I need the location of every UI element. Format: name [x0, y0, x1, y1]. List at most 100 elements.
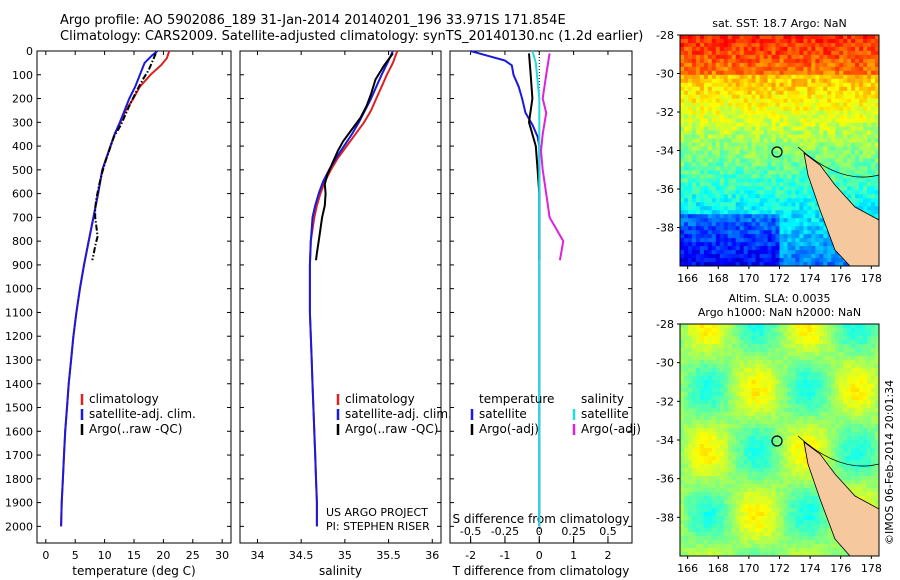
map-cell — [684, 388, 689, 393]
map-cell — [767, 392, 772, 397]
map-cell — [795, 392, 800, 397]
map-cell — [719, 356, 725, 361]
map-cell — [811, 118, 816, 123]
map-cell — [723, 142, 729, 147]
map-cell — [775, 102, 780, 108]
map-cell — [819, 250, 824, 255]
map-cell — [727, 43, 733, 48]
map-cell — [703, 174, 709, 179]
map-cell — [735, 90, 741, 96]
map-cell — [723, 364, 729, 369]
map-cell — [771, 348, 776, 353]
map-cell — [691, 242, 697, 247]
map-cell — [791, 62, 796, 68]
map-cell — [871, 146, 876, 151]
map-cell — [823, 452, 828, 457]
map-cell — [688, 106, 693, 112]
map-cell — [715, 368, 721, 373]
map-cell — [751, 142, 756, 147]
map-cell — [719, 78, 725, 84]
map-cell — [755, 126, 760, 131]
map-cell — [711, 106, 717, 112]
map-cell — [747, 50, 753, 56]
map-cell — [715, 328, 721, 333]
map-cell — [767, 262, 772, 267]
map-cell — [771, 440, 776, 445]
map-cell — [763, 50, 768, 56]
map-cell — [684, 106, 689, 112]
map-cell — [855, 436, 860, 441]
map-cell — [871, 106, 876, 112]
map-cell — [727, 66, 733, 72]
map-cell — [747, 146, 753, 151]
map-cell — [771, 436, 776, 441]
map-cell — [867, 328, 872, 333]
map-cell — [711, 182, 717, 187]
map-cell — [763, 234, 768, 239]
map-cell — [695, 78, 701, 84]
map-cell — [711, 328, 717, 333]
map-cell — [767, 222, 772, 227]
map-cell — [827, 110, 832, 116]
map-cell — [747, 340, 753, 345]
map-cell — [791, 384, 796, 389]
map-cell — [859, 440, 864, 445]
map-cell — [723, 50, 729, 56]
map-cell — [711, 110, 717, 116]
map-cell — [759, 218, 764, 223]
map-cell — [727, 118, 733, 123]
map-cell — [787, 376, 792, 381]
map-cell — [711, 384, 717, 389]
map-cell — [783, 420, 788, 425]
map-cell — [859, 448, 864, 453]
map-cell — [680, 360, 685, 365]
map-cell — [755, 58, 760, 64]
map-cell — [707, 388, 713, 393]
map-cell — [779, 416, 784, 421]
map-cell — [763, 360, 768, 365]
map-cell — [688, 46, 693, 52]
map-cell — [747, 464, 753, 469]
map-cell — [791, 50, 796, 56]
map-cell — [767, 214, 772, 219]
map-cell — [703, 364, 709, 369]
map-cell — [691, 58, 697, 64]
map-cell — [771, 58, 776, 64]
map-cell — [711, 226, 717, 231]
map-cell — [871, 130, 876, 135]
map-cell — [763, 432, 768, 437]
map-cell — [811, 142, 816, 147]
map-cell — [751, 368, 756, 373]
map-cell — [767, 70, 772, 76]
map-cell — [747, 190, 753, 195]
map-cell — [767, 162, 772, 167]
map-cell — [739, 242, 745, 247]
map-cell — [703, 222, 709, 227]
map-cell — [771, 43, 776, 48]
map-cell — [723, 110, 729, 116]
map-cell — [719, 258, 725, 263]
map-cell — [871, 74, 876, 80]
map-cell — [835, 130, 840, 135]
map-cell — [723, 39, 729, 44]
map-cell — [867, 54, 872, 60]
map-cell — [799, 86, 804, 92]
map-cell — [703, 106, 709, 112]
map-cell — [727, 340, 733, 345]
map-cell — [711, 86, 717, 92]
map-cell — [791, 54, 796, 60]
map-cell — [779, 262, 784, 267]
map-cell — [779, 328, 784, 333]
map-cell — [707, 78, 713, 84]
map-cell — [688, 452, 693, 457]
x-axis-label: salinity — [319, 564, 362, 578]
map-cell — [731, 384, 737, 389]
map-cell — [859, 78, 864, 84]
map-cell — [747, 138, 753, 143]
map-cell — [743, 444, 749, 449]
map-cell — [703, 460, 709, 465]
map-cell — [691, 178, 697, 183]
map-cell — [759, 396, 764, 401]
map-cell — [767, 412, 772, 417]
map-cell — [739, 66, 745, 72]
